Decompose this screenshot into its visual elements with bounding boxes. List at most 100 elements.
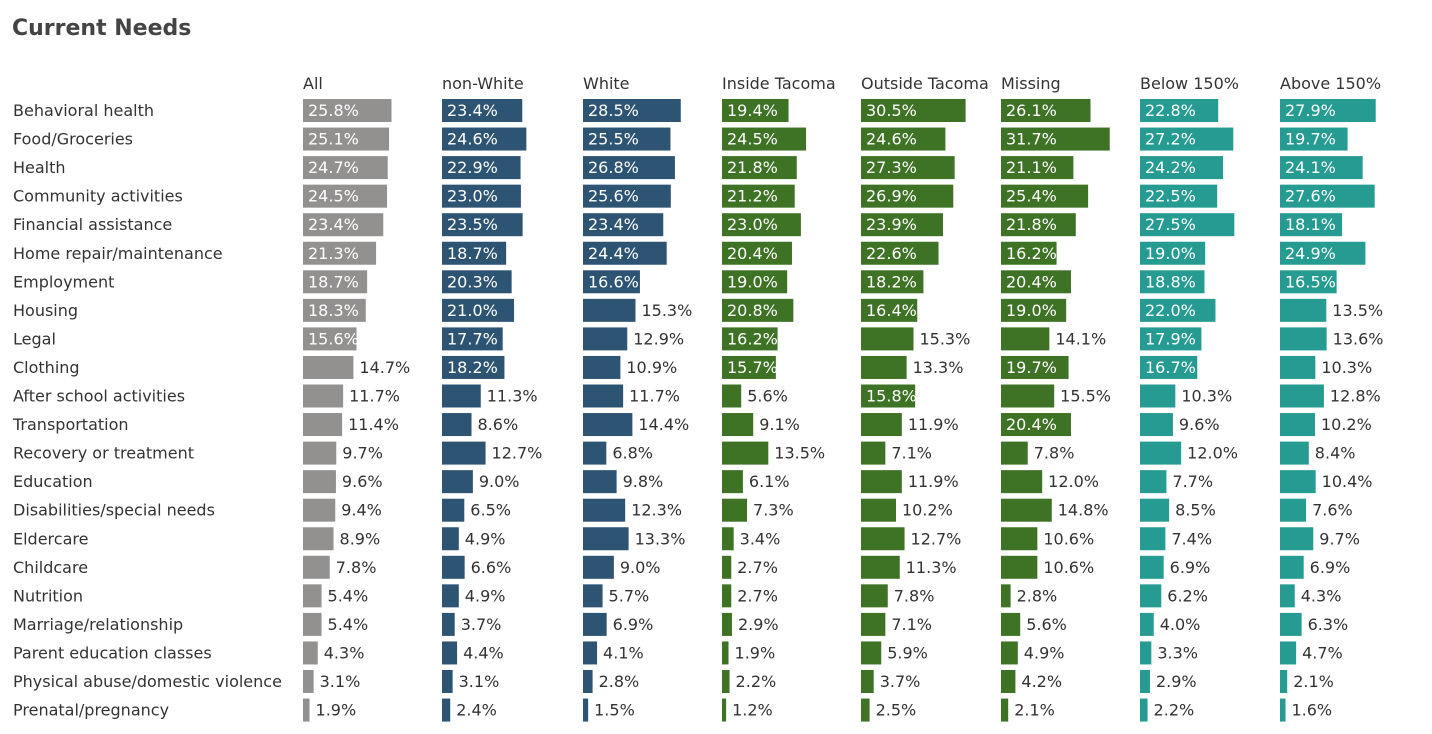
bar-value-label: 16.4% xyxy=(866,301,917,320)
bar xyxy=(1280,584,1295,608)
bar-value-label: 15.3% xyxy=(641,301,692,320)
bar xyxy=(303,612,322,636)
bar-value-label: 13.6% xyxy=(1333,329,1384,348)
bar xyxy=(442,156,521,180)
bar xyxy=(1280,127,1348,151)
bar-value-label: 14.1% xyxy=(1055,329,1106,348)
row-label: Recovery or treatment xyxy=(13,444,194,463)
bar-value-label: 11.4% xyxy=(348,415,399,434)
bar xyxy=(442,498,465,522)
bar xyxy=(442,298,515,322)
bar xyxy=(583,698,589,722)
column-header: Missing xyxy=(1001,74,1061,93)
bar xyxy=(442,384,481,408)
bar xyxy=(722,670,730,693)
bar xyxy=(442,355,505,379)
row-label: Clothing xyxy=(13,358,80,377)
bar-value-label: 19.7% xyxy=(1006,358,1057,377)
column-header: Below 150% xyxy=(1140,74,1239,93)
bar xyxy=(1280,156,1363,180)
column-header: Above 150% xyxy=(1280,74,1381,93)
bar-value-label: 10.6% xyxy=(1043,558,1094,577)
bar-value-label: 11.9% xyxy=(908,415,959,434)
row-label: Education xyxy=(13,472,93,491)
bar xyxy=(1001,99,1091,122)
bar xyxy=(861,327,914,351)
bar-value-label: 10.9% xyxy=(626,358,677,377)
bar-value-label: 22.8% xyxy=(1145,101,1196,120)
row-label: Eldercare xyxy=(13,529,88,548)
row-label: Disabilities/special needs xyxy=(13,501,215,520)
bar xyxy=(1280,413,1315,437)
bar xyxy=(1001,127,1110,151)
bar xyxy=(1140,413,1173,437)
bar-value-label: 22.0% xyxy=(1145,301,1196,320)
bar-value-label: 8.4% xyxy=(1315,444,1356,463)
bar-value-label: 6.9% xyxy=(1310,558,1351,577)
bar-value-label: 6.2% xyxy=(1167,586,1208,605)
column-header: All xyxy=(303,74,323,93)
bar-value-label: 9.0% xyxy=(620,558,661,577)
bar xyxy=(442,127,527,151)
bar-value-label: 24.5% xyxy=(308,187,359,206)
bar-value-label: 17.7% xyxy=(447,329,498,348)
bar-value-label: 13.3% xyxy=(913,358,964,377)
bar-value-label: 25.5% xyxy=(588,130,639,149)
bar-value-label: 18.8% xyxy=(1145,272,1196,291)
bar xyxy=(1001,555,1038,579)
bar-value-label: 20.8% xyxy=(727,301,778,320)
bar-value-label: 12.7% xyxy=(492,444,543,463)
bar-value-label: 22.9% xyxy=(447,158,498,177)
bar xyxy=(1140,698,1148,722)
bar xyxy=(1140,555,1164,579)
bar-value-label: 20.4% xyxy=(727,244,778,263)
bar-value-label: 16.2% xyxy=(1006,244,1057,263)
bar-value-label: 26.1% xyxy=(1006,101,1057,120)
bar-value-label: 15.8% xyxy=(866,387,917,406)
bar xyxy=(1001,241,1057,265)
bar xyxy=(1280,698,1286,722)
bar xyxy=(1001,698,1009,722)
bar-value-label: 16.7% xyxy=(1145,358,1196,377)
bar xyxy=(861,498,896,522)
bar-value-label: 6.1% xyxy=(749,472,790,491)
bar-value-label: 25.8% xyxy=(308,101,359,120)
bar-value-label: 9.6% xyxy=(1179,415,1220,434)
row-label: Marriage/relationship xyxy=(13,615,183,634)
bar-value-label: 1.9% xyxy=(735,643,776,662)
bar xyxy=(303,641,318,665)
bar-value-label: 2.1% xyxy=(1293,672,1334,691)
bar-value-label: 12.7% xyxy=(911,529,962,548)
bar xyxy=(722,527,734,551)
bar-value-label: 8.6% xyxy=(478,415,519,434)
bar xyxy=(1140,355,1198,379)
bar-value-label: 19.7% xyxy=(1285,130,1336,149)
bar-value-label: 12.3% xyxy=(631,501,682,520)
bar-value-label: 4.0% xyxy=(1160,615,1201,634)
bar xyxy=(1280,213,1343,237)
bar xyxy=(861,555,900,579)
chart-title: Current Needs xyxy=(12,16,191,41)
bar-value-label: 5.4% xyxy=(328,586,369,605)
bar-value-label: 24.9% xyxy=(1285,244,1336,263)
bar-value-label: 17.9% xyxy=(1145,329,1196,348)
bar-value-label: 2.9% xyxy=(738,615,779,634)
bar-value-label: 6.9% xyxy=(1170,558,1211,577)
bar xyxy=(583,670,593,693)
bar xyxy=(303,584,322,608)
bar-value-label: 9.7% xyxy=(1319,529,1360,548)
row-label: Food/Groceries xyxy=(13,130,133,149)
column-header: Outside Tacoma xyxy=(861,74,989,93)
row-label: Financial assistance xyxy=(13,215,172,234)
bar xyxy=(1140,584,1162,608)
bar xyxy=(1280,470,1316,494)
bar-value-label: 2.2% xyxy=(736,672,777,691)
bar-value-label: 27.2% xyxy=(1145,130,1196,149)
bar xyxy=(1280,355,1316,379)
bar xyxy=(1001,355,1069,379)
bar xyxy=(1280,241,1366,265)
bar xyxy=(442,99,523,122)
bar xyxy=(1280,99,1376,122)
bar xyxy=(722,270,788,294)
bar xyxy=(861,413,902,437)
